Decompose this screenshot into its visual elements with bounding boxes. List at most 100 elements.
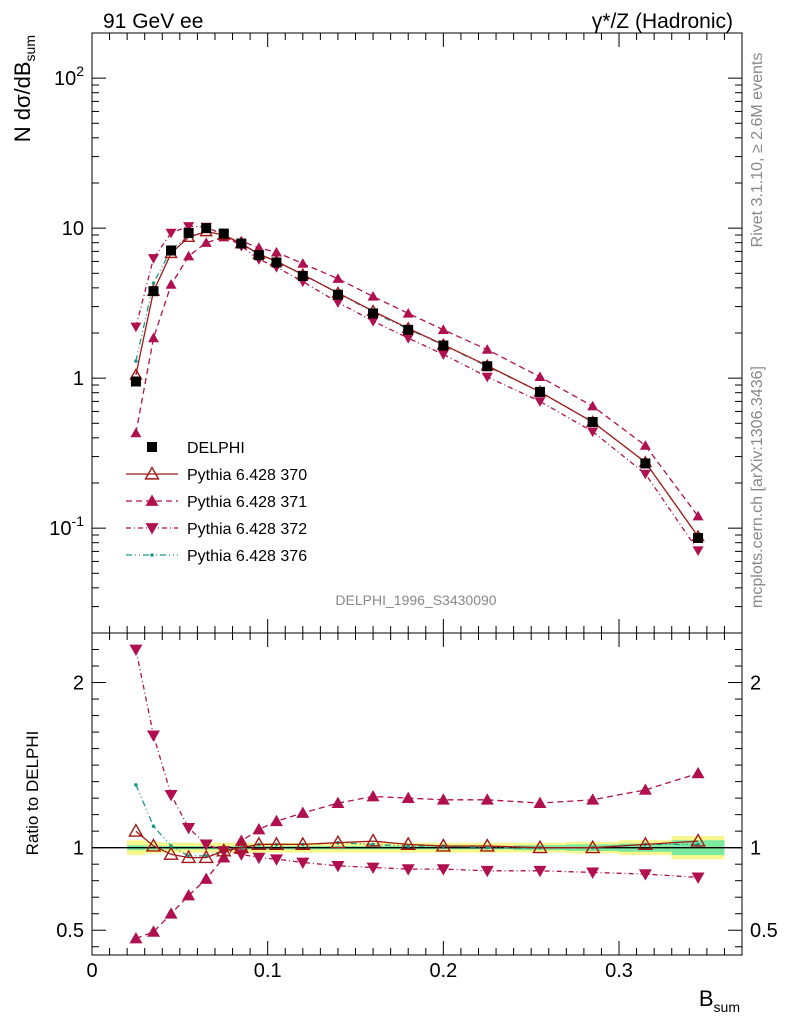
data-point — [297, 258, 309, 268]
legend-marker — [144, 466, 160, 480]
ratio-data-point — [584, 839, 601, 854]
data-point — [367, 316, 379, 327]
legend-entry: DELPHI — [147, 440, 245, 457]
ratio-data-point — [401, 864, 415, 876]
ratio-data-point — [217, 851, 231, 863]
ratio-data-point — [479, 838, 495, 852]
ratio-data-point — [269, 814, 283, 827]
legend-label: Pythia 6.428 370 — [187, 467, 307, 484]
data-point — [332, 273, 344, 283]
data-point — [534, 386, 545, 397]
data-point — [183, 227, 194, 238]
y-tick-exponent: 2 — [76, 63, 84, 79]
ratio-data-point — [436, 793, 450, 805]
ratio-data-point — [436, 864, 450, 876]
ratio-data-point — [365, 833, 381, 847]
ratio-data-point — [330, 834, 346, 849]
ratio-data-point — [400, 836, 416, 850]
header-left: 91 GeV ee — [103, 10, 203, 33]
data-point — [693, 532, 704, 543]
ratio-data-point — [586, 867, 600, 879]
ratio-data-point — [268, 836, 285, 850]
rivet-label: Rivet 3.1.10, ≥ 2.6M events — [749, 53, 766, 248]
ratio-data-point — [366, 862, 380, 874]
ratio-data-point — [637, 836, 654, 850]
ratio-data-point — [199, 839, 213, 851]
data-point — [165, 228, 177, 239]
data-point — [402, 333, 414, 344]
data-point — [403, 324, 414, 335]
data-point — [147, 332, 159, 343]
ratio-frame — [91, 632, 743, 956]
data-point — [253, 242, 265, 252]
ratio-data-point — [129, 931, 143, 944]
ratio-data-point — [146, 730, 160, 742]
ratio-data-point — [638, 869, 652, 881]
data-point — [534, 397, 546, 407]
data-point — [130, 427, 142, 438]
ratio-data-point — [532, 839, 548, 854]
legend-label: Pythia 6.428 371 — [187, 494, 307, 511]
ratio-data-point — [251, 836, 267, 850]
y-tick-label: 1 — [73, 368, 84, 390]
ratio-data-point — [151, 824, 156, 828]
x-tick-label: 0.1 — [254, 960, 282, 982]
ratio-data-point — [401, 791, 415, 804]
y-tick-label: 10 — [62, 218, 84, 240]
legend-label: DELPHI — [187, 440, 245, 457]
ratio-y-tick-label-left: 2 — [73, 673, 84, 695]
data-point — [402, 307, 414, 318]
data-point — [368, 308, 379, 319]
data-point — [201, 223, 212, 234]
ratio-panel: 0.5 0.5 1 1 2 2 0 0.1 0.2 0.3 — [56, 632, 778, 982]
ratio-data-point — [331, 796, 345, 808]
x-tick-label: 0.2 — [429, 960, 457, 982]
y-tick-exponent: -1 — [72, 513, 85, 529]
ratio-data-point — [129, 644, 143, 657]
legend-entry: Pythia 6.428 376 — [126, 548, 307, 565]
ratio-data-point — [485, 845, 490, 850]
data-point — [437, 324, 449, 334]
x-axis-label: Bsum — [699, 986, 740, 1015]
legend-label: Pythia 6.428 376 — [187, 548, 307, 565]
ratio-data-point — [182, 889, 196, 901]
main-panel: 10-1 1 10 102 — [49, 32, 743, 634]
header-right: γ*/Z (Hadronic) — [592, 10, 733, 33]
ratio-data-point — [638, 783, 652, 795]
ratio-y-tick-label-left: 1 — [73, 838, 84, 860]
data-point — [151, 281, 156, 285]
ratio-data-point — [199, 872, 213, 884]
ratio-ylabel: Ratio to DELPHI — [23, 731, 42, 856]
data-point — [130, 376, 141, 387]
main-ylabel: N dσ/dBsum — [10, 35, 38, 142]
ratio-data-point — [480, 865, 494, 878]
ratio-data-point — [180, 849, 197, 864]
data-point — [534, 371, 546, 381]
data-point — [165, 279, 177, 289]
ratio-data-point — [233, 839, 250, 854]
data-point — [481, 372, 493, 383]
ratio-data-point — [533, 796, 547, 808]
ratio-series-line — [135, 830, 699, 859]
source-label: mcplots.cern.ch [arXiv:1306.3436] — [749, 366, 766, 608]
data-point — [587, 427, 599, 438]
data-point — [166, 245, 177, 256]
data-point — [253, 250, 264, 261]
data-point — [482, 361, 493, 372]
legend-marker — [145, 494, 159, 506]
ratio-data-point — [691, 766, 705, 779]
x-tick-label: 0 — [86, 960, 97, 982]
data-point — [200, 237, 212, 247]
y-tick-label: 10-1 — [49, 513, 84, 540]
data-point — [639, 469, 651, 480]
ratio-data-point — [406, 844, 411, 848]
series-line — [135, 230, 699, 537]
series-pythia-6-428-376 — [134, 229, 700, 539]
data-point — [692, 546, 704, 556]
data-point — [148, 286, 159, 297]
ratio-data-point — [366, 789, 380, 802]
data-point — [438, 340, 449, 351]
data-point — [332, 289, 343, 300]
ratio-data-point — [146, 925, 160, 937]
data-point — [130, 322, 142, 333]
